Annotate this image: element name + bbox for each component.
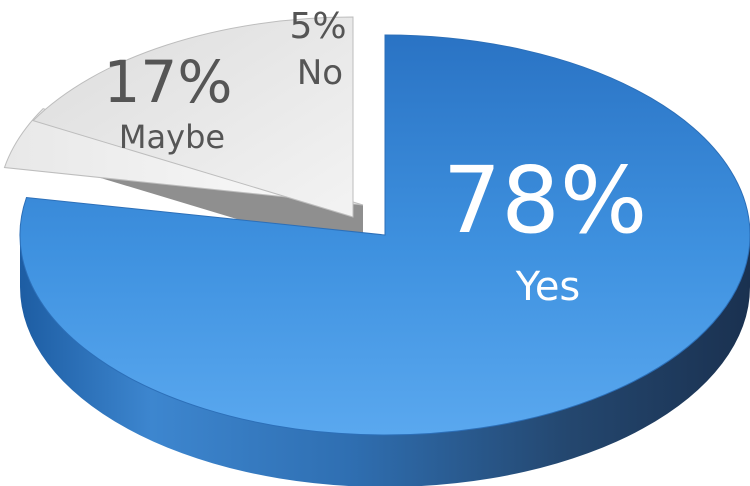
data-label-yes-percent: 78% (443, 147, 647, 254)
data-label-maybe-category: Maybe (119, 118, 225, 156)
slice-maybe (32, 16, 354, 218)
slice-maybe-top (32, 16, 354, 218)
data-label-no-category: No (297, 53, 343, 93)
data-label-yes-category: Yes (515, 264, 581, 310)
data-label-maybe-percent: 17% (104, 48, 233, 116)
slice-yes-top (19, 34, 750, 436)
data-label-no-percent: 5% (289, 6, 346, 47)
slice-yes-side (20, 235, 750, 486)
slice-yes (19, 34, 750, 486)
